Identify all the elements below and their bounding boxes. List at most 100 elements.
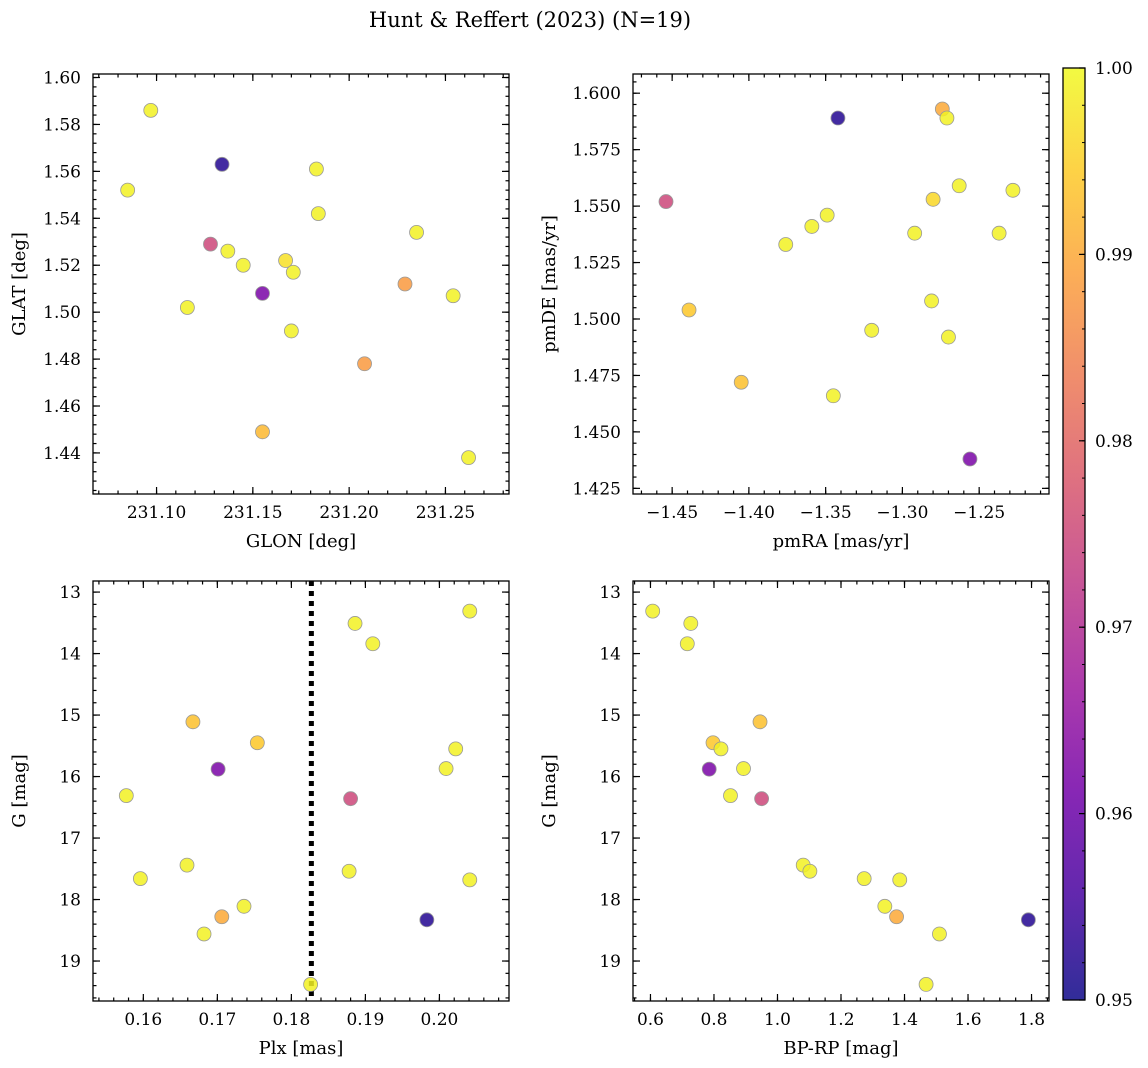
x-tick-label: 0.8 bbox=[700, 1010, 727, 1030]
y-tick-label: 1.52 bbox=[43, 256, 81, 276]
scatter-point bbox=[819, 207, 835, 223]
scatter-point bbox=[736, 761, 751, 776]
y-tick-label: 18 bbox=[59, 891, 81, 911]
scatter-point bbox=[118, 788, 134, 804]
axes-frame bbox=[632, 73, 1050, 495]
scatter-point bbox=[210, 761, 226, 777]
scatter-point bbox=[941, 329, 956, 345]
panel-2: −1.45 −1.40 −1.35 −1.30 −1.25 1.425 1.450 1.475… bbox=[539, 73, 1050, 552]
y-tick-label: 1.575 bbox=[572, 141, 621, 161]
panel-3: 0.16 0.17 0.18 0.19 0.20 13 14 15 16 17 18 19 Plx [m… bbox=[9, 580, 510, 1059]
colorbar-tick-label: 1.00 bbox=[1095, 59, 1133, 79]
figure-title: Hunt & Reffert (2023) (N=19) bbox=[369, 8, 691, 32]
scatter-point bbox=[347, 616, 363, 631]
scatter-point bbox=[681, 302, 697, 318]
x-tick-label: 231.20 bbox=[319, 503, 378, 523]
y-axis-label: G [mag] bbox=[539, 754, 560, 827]
scatter-point bbox=[365, 636, 381, 652]
scatter-point bbox=[409, 224, 424, 240]
scatter-point bbox=[962, 451, 978, 467]
x-tick-label: −1.40 bbox=[723, 503, 775, 523]
colorbar-gradient bbox=[1063, 68, 1085, 1000]
x-tick-label: 1.6 bbox=[954, 1010, 981, 1030]
scatter-point bbox=[1020, 912, 1036, 928]
scatter-point bbox=[713, 741, 729, 757]
scatter-point bbox=[939, 110, 955, 126]
y-axis-label: pmDE [mas/yr] bbox=[539, 215, 560, 353]
scatter-point bbox=[856, 871, 872, 887]
axes-frame bbox=[632, 580, 1050, 1002]
x-tick-label: 0.16 bbox=[124, 1010, 162, 1030]
y-tick-label: 1.525 bbox=[572, 254, 621, 274]
panel-1: 231.10 231.15 231.20 231.25 1.44 1.46 1.48 1.50… bbox=[9, 69, 510, 552]
scatter-point bbox=[236, 898, 252, 914]
scatter-point bbox=[658, 194, 674, 209]
y-tick-label: 1.44 bbox=[43, 444, 81, 464]
scatter-point bbox=[991, 225, 1007, 241]
scatter-point bbox=[804, 219, 820, 234]
scatter-point bbox=[892, 872, 908, 888]
x-tick-label: −1.35 bbox=[800, 503, 852, 523]
scatter-point bbox=[925, 191, 941, 207]
scatter-point bbox=[143, 102, 159, 118]
scatter-point bbox=[825, 388, 841, 404]
y-tick-label: 1.50 bbox=[43, 303, 81, 323]
y-tick-label: 14 bbox=[59, 645, 81, 665]
y-tick-label: 17 bbox=[599, 829, 621, 849]
scatter-point bbox=[889, 909, 904, 925]
y-tick-label: 1.425 bbox=[572, 479, 621, 499]
scatter-point bbox=[445, 288, 461, 304]
x-tick-label: 0.20 bbox=[420, 1010, 458, 1030]
scatter-point bbox=[303, 976, 319, 992]
x-tick-label: −1.30 bbox=[876, 503, 928, 523]
y-tick-label: 1.60 bbox=[43, 69, 81, 89]
scatter-point bbox=[683, 616, 699, 631]
scatter-point bbox=[214, 909, 230, 925]
scatter-point bbox=[448, 741, 464, 757]
scatter-point bbox=[462, 603, 478, 619]
x-tick-label: 231.10 bbox=[127, 503, 186, 523]
scatter-point bbox=[310, 206, 326, 222]
scatter-point bbox=[461, 450, 476, 466]
y-tick-label: 19 bbox=[599, 952, 621, 972]
y-tick-label: 17 bbox=[59, 829, 81, 849]
x-tick-label: 1.4 bbox=[891, 1010, 918, 1030]
axes-frame bbox=[92, 73, 510, 495]
y-tick-label: 13 bbox=[59, 583, 81, 603]
scatter-point bbox=[255, 424, 270, 440]
scatter-point bbox=[802, 863, 818, 879]
scatter-point bbox=[645, 603, 661, 619]
y-tick-label: 16 bbox=[599, 768, 621, 788]
x-tick-label: 231.15 bbox=[223, 503, 282, 523]
x-tick-label: −1.25 bbox=[953, 503, 1005, 523]
scatter-point bbox=[278, 253, 293, 268]
y-tick-label: 1.475 bbox=[572, 366, 621, 386]
scatter-point bbox=[196, 926, 212, 942]
scatter-point bbox=[1005, 182, 1021, 198]
x-axis-label: GLON [deg] bbox=[246, 531, 356, 552]
y-tick-label: 15 bbox=[599, 706, 621, 726]
x-tick-label: −1.45 bbox=[646, 503, 698, 523]
scatter-point bbox=[778, 237, 794, 252]
y-axis-label: G [mag] bbox=[9, 754, 30, 827]
scatter-point bbox=[220, 243, 236, 259]
y-tick-label: 14 bbox=[599, 645, 621, 665]
x-axis-label: BP-RP [mag] bbox=[783, 1038, 898, 1059]
y-tick-label: 18 bbox=[599, 891, 621, 911]
x-tick-label: 0.19 bbox=[346, 1010, 384, 1030]
scatter-point bbox=[932, 926, 947, 942]
scatter-point bbox=[185, 714, 201, 730]
y-tick-label: 1.500 bbox=[572, 310, 621, 330]
y-tick-label: 1.58 bbox=[43, 115, 81, 135]
scatter-point bbox=[214, 156, 230, 172]
y-tick-label: 19 bbox=[59, 952, 81, 972]
colorbar-tick-label: 0.95 bbox=[1095, 991, 1133, 1011]
colorbar-frame bbox=[1062, 67, 1086, 1001]
y-tick-label: 1.46 bbox=[43, 397, 81, 417]
scatter-point bbox=[255, 285, 270, 301]
x-axis-label: Plx [mas] bbox=[259, 1038, 344, 1059]
x-axis-label: pmRA [mas/yr] bbox=[773, 531, 910, 552]
scatter-point bbox=[864, 322, 880, 338]
scatter-point bbox=[203, 236, 218, 252]
